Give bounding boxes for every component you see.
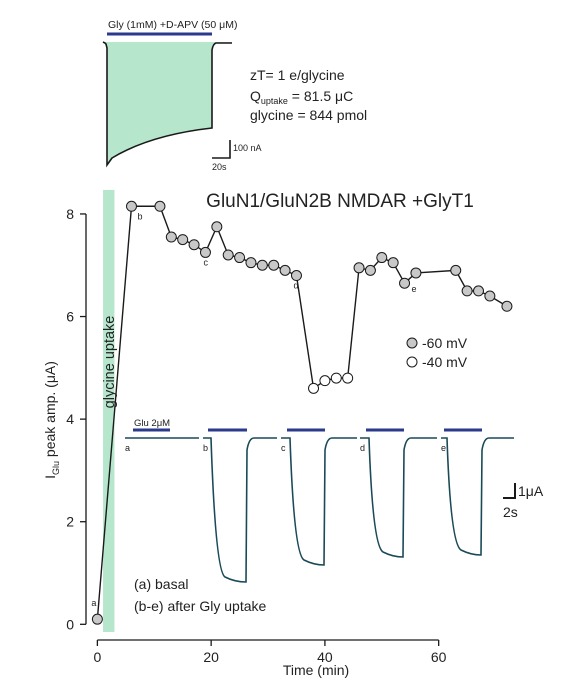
uptake-window-label: glycine uptake bbox=[102, 316, 118, 409]
main-chart: glycine uptake 0 2 4 6 8 0 20 40 60 GluN1/GluN2B… bbox=[42, 189, 513, 678]
trace-scale-y-label: 1μA bbox=[518, 483, 544, 499]
uptake-current-trace bbox=[102, 41, 232, 168]
q-uptake-text: Quptake = 81.5 μC bbox=[250, 88, 353, 106]
data-point bbox=[126, 200, 138, 212]
data-point bbox=[222, 249, 234, 261]
axis-ticks: 0 2 4 6 8 0 20 40 60 bbox=[66, 206, 446, 665]
current-trace bbox=[360, 437, 437, 558]
data-point bbox=[376, 252, 388, 264]
data-point bbox=[364, 264, 376, 276]
y-tick-label: 6 bbox=[66, 309, 74, 325]
trace-letter: a bbox=[125, 443, 130, 453]
x-tick-label: 0 bbox=[93, 649, 101, 665]
point-label: e bbox=[412, 284, 417, 294]
after-uptake-annotation: (b-e) after Gly uptake bbox=[134, 598, 266, 614]
trace-letter: b bbox=[203, 443, 208, 453]
point-letter-labels: a b c d e bbox=[91, 211, 416, 608]
data-point bbox=[342, 372, 354, 384]
current-trace bbox=[441, 437, 514, 556]
data-point bbox=[256, 259, 268, 271]
y-tick-label: 0 bbox=[66, 616, 74, 632]
inset-scale-x-label: 20s bbox=[212, 162, 227, 172]
data-point bbox=[188, 239, 200, 251]
trace-letter: e bbox=[441, 443, 446, 453]
data-point bbox=[199, 246, 211, 258]
current-traces: Glu 2μM a b c d e 1μA 2s bbox=[125, 418, 544, 583]
data-point bbox=[211, 221, 223, 233]
data-point bbox=[450, 264, 462, 276]
data-point bbox=[484, 290, 496, 302]
data-point bbox=[234, 252, 246, 264]
point-label: b bbox=[138, 211, 143, 221]
data-point bbox=[279, 264, 291, 276]
data-point bbox=[91, 613, 103, 625]
y-axis-label: IGlu peak amp. (μA) bbox=[42, 361, 61, 479]
data-point bbox=[387, 257, 399, 269]
legend: -60 mV -40 mV bbox=[406, 335, 468, 370]
glu-label: Glu 2μM bbox=[134, 418, 170, 429]
trace-scale-x-label: 2s bbox=[503, 504, 518, 520]
inset-panel: Gly (1mM) +D-APV (50 μM) zT= 1 e/glycine… bbox=[102, 19, 367, 172]
data-point bbox=[319, 375, 331, 387]
data-point bbox=[308, 382, 320, 394]
current-trace bbox=[203, 437, 277, 583]
glycine-amount-text: glycine = 844 pmol bbox=[250, 107, 367, 123]
data-point bbox=[165, 231, 177, 243]
data-point bbox=[154, 200, 166, 212]
inset-scale-bar bbox=[212, 140, 231, 159]
x-tick-label: 40 bbox=[317, 649, 333, 665]
data-point bbox=[290, 270, 302, 282]
gly-application-label: Gly (1mM) +D-APV (50 μM) bbox=[108, 19, 237, 31]
x-tick-label: 20 bbox=[203, 649, 219, 665]
inset-scale-y-label: 100 nA bbox=[233, 143, 262, 153]
x-tick-label: 60 bbox=[431, 649, 447, 665]
data-point bbox=[472, 285, 484, 297]
data-point bbox=[177, 234, 189, 246]
uptake-current-area bbox=[103, 42, 232, 165]
legend-label-40: -40 mV bbox=[422, 354, 468, 370]
data-point bbox=[245, 257, 257, 269]
data-point bbox=[268, 259, 280, 271]
point-label: a bbox=[91, 598, 96, 608]
data-point bbox=[501, 300, 513, 312]
current-trace bbox=[281, 437, 357, 566]
point-label: c bbox=[203, 257, 208, 267]
y-tick-label: 8 bbox=[66, 206, 74, 222]
legend-label-60: -60 mV bbox=[422, 335, 468, 351]
trace-letter: d bbox=[360, 443, 365, 453]
basal-annotation: (a) basal bbox=[134, 576, 188, 592]
y-tick-label: 2 bbox=[66, 514, 74, 530]
data-point bbox=[330, 372, 342, 384]
uptake-window-band bbox=[103, 189, 115, 632]
trace-letter: c bbox=[281, 443, 286, 453]
chart-title: GluN1/GluN2B NMDAR +GlyT1 bbox=[206, 191, 474, 212]
x-axis-label: Time (min) bbox=[283, 662, 349, 678]
y-tick-label: 4 bbox=[66, 411, 74, 427]
data-point bbox=[461, 285, 473, 297]
zt-text: zT= 1 e/glycine bbox=[250, 67, 345, 83]
data-point bbox=[353, 262, 365, 274]
legend-marker-40 bbox=[406, 356, 418, 368]
data-point bbox=[410, 267, 422, 279]
trace-scale-bar bbox=[503, 483, 516, 499]
data-point bbox=[399, 277, 411, 289]
data-points bbox=[91, 200, 513, 625]
legend-marker-60 bbox=[406, 337, 418, 349]
point-label: d bbox=[293, 281, 298, 291]
